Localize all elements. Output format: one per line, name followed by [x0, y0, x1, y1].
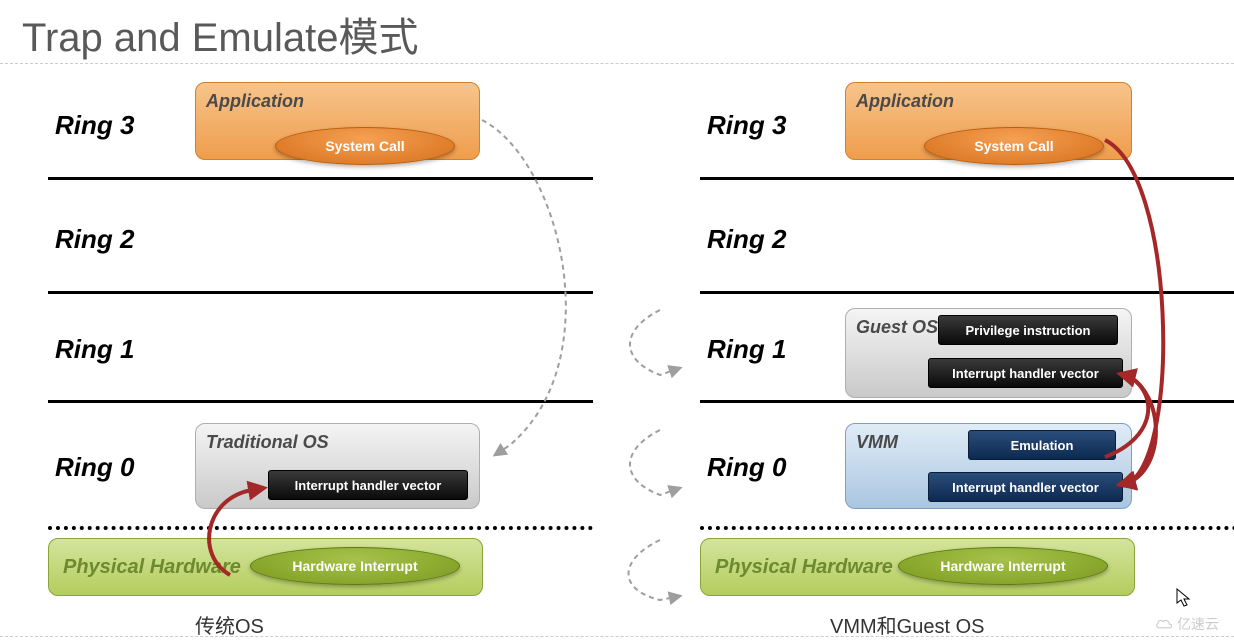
cloud-icon [1155, 617, 1173, 631]
application-title-left: Application [206, 91, 304, 111]
ring-label-left-3: Ring 3 [55, 110, 134, 141]
guest-os-title: Guest OS [856, 317, 938, 337]
system-call-pill-left: System Call [275, 127, 455, 165]
privilege-instruction-badge: Privilege instruction [938, 315, 1118, 345]
ring-label-left-0: Ring 0 [55, 452, 134, 483]
ihv-vmm-text: Interrupt handler vector [952, 480, 1099, 495]
hardware-interrupt-text-right: Hardware Interrupt [940, 558, 1065, 574]
ihv-guest-text: Interrupt handler vector [952, 366, 1099, 381]
page-border-top [0, 63, 1234, 64]
physical-hardware-label-right: Physical Hardware [715, 556, 893, 579]
system-call-text-right: System Call [974, 138, 1053, 154]
ihv-left-text: Interrupt handler vector [295, 478, 442, 493]
priv-text: Privilege instruction [966, 323, 1091, 338]
watermark-text: 亿速云 [1177, 614, 1219, 634]
watermark: 亿速云 [1155, 614, 1219, 634]
divider-left-1 [48, 291, 593, 294]
caption-right: VMM和Guest OS [830, 610, 984, 639]
emulation-text: Emulation [1011, 438, 1074, 453]
system-call-pill-right: System Call [924, 127, 1104, 165]
divider-right-dotted [700, 526, 1234, 530]
ring-label-right-1: Ring 1 [707, 334, 786, 365]
divider-right-2 [700, 400, 1234, 403]
application-title-right: Application [856, 91, 954, 111]
cursor-icon [1176, 588, 1192, 608]
page-border-bottom [0, 636, 1234, 637]
divider-right-0 [700, 177, 1234, 180]
hardware-interrupt-text-left: Hardware Interrupt [292, 558, 417, 574]
ring-label-right-3: Ring 3 [707, 110, 786, 141]
physical-hardware-label-left: Physical Hardware [63, 556, 241, 579]
interrupt-handler-vector-badge-vmm: Interrupt handler vector [928, 472, 1123, 502]
hardware-interrupt-pill-left: Hardware Interrupt [250, 547, 460, 585]
traditional-os-title: Traditional OS [206, 432, 329, 452]
caption-left: 传统OS [195, 610, 264, 639]
interrupt-handler-vector-badge-guest: Interrupt handler vector [928, 358, 1123, 388]
page-title: Trap and Emulate模式 [22, 5, 418, 63]
ring-label-right-2: Ring 2 [707, 224, 786, 255]
hardware-interrupt-pill-right: Hardware Interrupt [898, 547, 1108, 585]
divider-right-1 [700, 291, 1234, 294]
divider-left-2 [48, 400, 593, 403]
emulation-badge: Emulation [968, 430, 1116, 460]
divider-left-0 [48, 177, 593, 180]
ring-label-left-1: Ring 1 [55, 334, 134, 365]
ring-label-left-2: Ring 2 [55, 224, 134, 255]
system-call-text-left: System Call [325, 138, 404, 154]
interrupt-handler-vector-badge-left: Interrupt handler vector [268, 470, 468, 500]
ring-label-right-0: Ring 0 [707, 452, 786, 483]
divider-left-dotted [48, 526, 593, 530]
vmm-title: VMM [856, 432, 898, 452]
